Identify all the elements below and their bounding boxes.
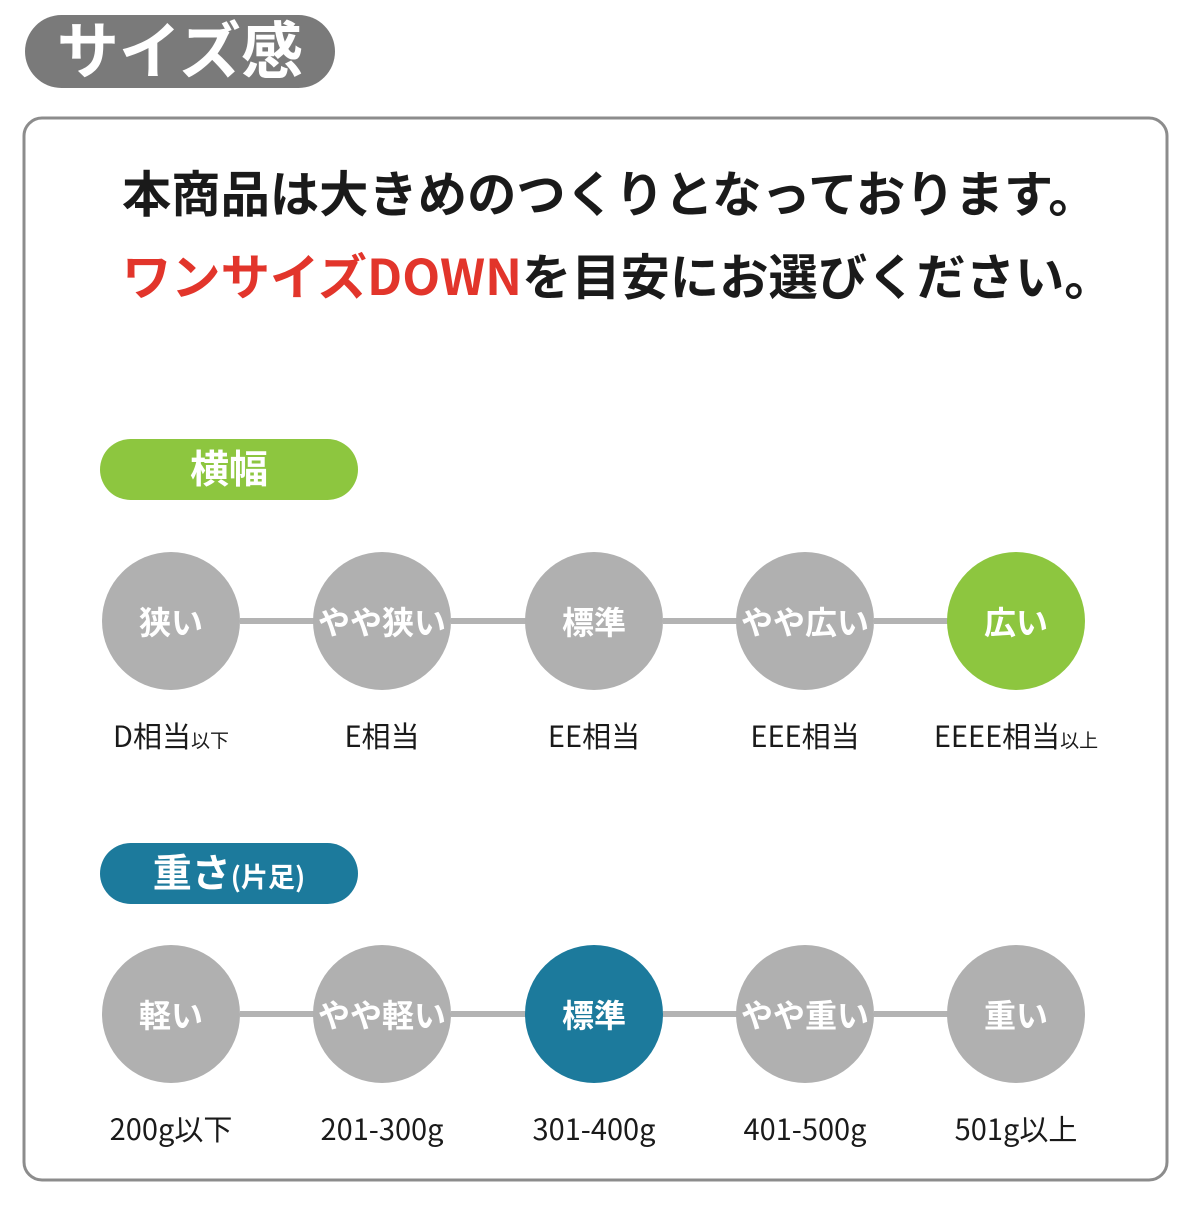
svg-text:標準: 標準 — [562, 598, 626, 644]
svg-text:標準: 標準 — [562, 991, 626, 1037]
svg-text:201-300g: 201-300g — [321, 1107, 444, 1149]
svg-text:301-400g: 301-400g — [533, 1107, 656, 1149]
svg-text:401-500g: 401-500g — [744, 1107, 867, 1149]
svg-text:サイズ感: サイズ感 — [57, 1, 303, 91]
svg-text:EEE相当: EEE相当 — [750, 714, 859, 756]
svg-text:やや広い: やや広い — [741, 598, 869, 644]
svg-text:狭い: 狭い — [139, 598, 203, 644]
svg-text:200g以下: 200g以下 — [110, 1107, 233, 1149]
svg-text:やや軽い: やや軽い — [318, 991, 446, 1037]
svg-text:本商品は大きめのつくりとなっております。: 本商品は大きめのつくりとなっております。 — [122, 156, 1098, 227]
svg-text:広い: 広い — [984, 598, 1048, 644]
svg-text:横幅: 横幅 — [190, 439, 268, 495]
svg-text:501g以上: 501g以上 — [955, 1107, 1078, 1149]
svg-text:やや狭い: やや狭い — [318, 598, 446, 644]
svg-text:やや重い: やや重い — [741, 991, 869, 1037]
svg-text:ワンサイズDOWNを目安にお選びください。: ワンサイズDOWNを目安にお選びください。 — [122, 239, 1114, 310]
svg-text:EE相当: EE相当 — [548, 714, 640, 756]
svg-text:重い: 重い — [984, 991, 1048, 1037]
svg-text:軽い: 軽い — [139, 991, 203, 1037]
svg-text:E相当: E相当 — [344, 714, 419, 756]
